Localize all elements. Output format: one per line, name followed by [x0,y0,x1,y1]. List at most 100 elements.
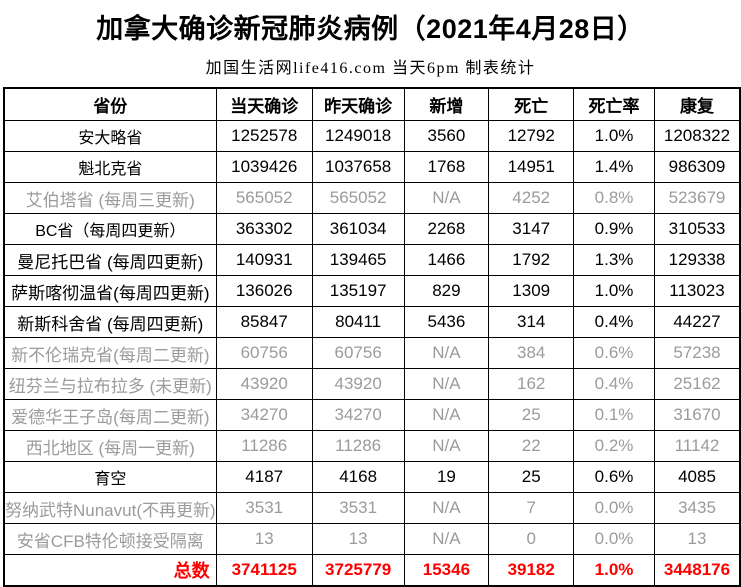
death-rate-cell: 0.4% [573,368,655,400]
today-cell: 1252578 [215,120,313,152]
death-rate-cell: 0.2% [573,430,655,462]
recovered-cell: 113023 [653,275,741,307]
yesterday-cell: 11286 [311,430,405,462]
province-cell: BC省（每周四更新） [3,213,217,245]
col-header-new-cases: 新增 [403,87,490,121]
today-cell: 85847 [215,306,313,338]
col-header-today: 当天确诊 [215,87,313,121]
table-row: 艾伯塔省 (每周三更新) 565052 565052 N/A 4252 0.8%… [3,182,741,214]
deaths-cell: 1309 [488,275,575,307]
total-row: 总数 3741125 3725779 15346 39182 1.0% 3448… [3,554,741,587]
province-cell: 安大略省 [3,120,217,152]
total-new-cases-cell: 15346 [403,554,490,587]
today-cell: 11286 [215,430,313,462]
table-row: 曼尼托巴省 (每周四更新) 140931 139465 1466 1792 1.… [3,244,741,276]
death-rate-cell: 0.8% [573,182,655,214]
today-cell: 136026 [215,275,313,307]
today-cell: 34270 [215,399,313,431]
recovered-cell: 310533 [653,213,741,245]
death-rate-cell: 0.9% [573,213,655,245]
deaths-cell: 314 [488,306,575,338]
recovered-cell: 25162 [653,368,741,400]
new-cases-cell: 3560 [403,120,490,152]
deaths-cell: 14951 [488,151,575,183]
today-cell: 43920 [215,368,313,400]
new-cases-cell: N/A [403,337,490,369]
col-header-recovered: 康复 [653,87,741,121]
today-cell: 3531 [215,492,313,524]
deaths-cell: 25 [488,399,575,431]
death-rate-cell: 0.6% [573,337,655,369]
province-cell: 魁北克省 [3,151,217,183]
total-label-cell: 总数 [3,554,217,587]
yesterday-cell: 80411 [311,306,405,338]
death-rate-cell: 0.1% [573,399,655,431]
total-recovered-cell: 3448176 [653,554,741,587]
total-yesterday-cell: 3725779 [311,554,405,587]
total-today-cell: 3741125 [215,554,313,587]
today-cell: 1039426 [215,151,313,183]
table-row: 萨斯喀彻温省(每周四更新) 136026 135197 829 1309 1.0… [3,275,741,307]
yesterday-cell: 3531 [311,492,405,524]
deaths-cell: 12792 [488,120,575,152]
yesterday-cell: 139465 [311,244,405,276]
death-rate-cell: 1.4% [573,151,655,183]
deaths-cell: 0 [488,523,575,555]
province-cell: 育空 [3,461,217,493]
table-row: 安大略省 1252578 1249018 3560 12792 1.0% 120… [3,120,741,152]
table-row: 新斯科舍省 (每周四更新) 85847 80411 5436 314 0.4% … [3,306,741,338]
recovered-cell: 57238 [653,337,741,369]
yesterday-cell: 43920 [311,368,405,400]
today-cell: 4187 [215,461,313,493]
recovered-cell: 11142 [653,430,741,462]
recovered-cell: 986309 [653,151,741,183]
page: 加拿大确诊新冠肺炎病例（2021年4月28日） 加国生活网life416.com… [3,14,741,587]
deaths-cell: 25 [488,461,575,493]
deaths-cell: 4252 [488,182,575,214]
table-row: 安省CFB特伦顿接受隔离 13 13 N/A 0 0.0% 13 [3,523,741,555]
death-rate-cell: 1.0% [573,275,655,307]
deaths-cell: 162 [488,368,575,400]
table-row: 爱德华王子岛(每周二更新) 34270 34270 N/A 25 0.1% 31… [3,399,741,431]
yesterday-cell: 34270 [311,399,405,431]
new-cases-cell: 1768 [403,151,490,183]
new-cases-cell: 19 [403,461,490,493]
header-row: 省份 当天确诊 昨天确诊 新增 死亡 死亡率 康复 [3,87,741,121]
province-cell: 曼尼托巴省 (每周四更新) [3,244,217,276]
recovered-cell: 13 [653,523,741,555]
today-cell: 13 [215,523,313,555]
covid-stats-table: 省份 当天确诊 昨天确诊 新增 死亡 死亡率 康复 安大略省 1252578 1… [3,87,741,587]
recovered-cell: 523679 [653,182,741,214]
new-cases-cell: 5436 [403,306,490,338]
yesterday-cell: 135197 [311,275,405,307]
death-rate-cell: 0.4% [573,306,655,338]
col-header-province: 省份 [3,87,217,121]
table-row: 西北地区 (每周一更新) 11286 11286 N/A 22 0.2% 111… [3,430,741,462]
yesterday-cell: 60756 [311,337,405,369]
recovered-cell: 44227 [653,306,741,338]
today-cell: 60756 [215,337,313,369]
province-cell: 努纳武特Nunavut(不再更新) [3,492,217,524]
yesterday-cell: 1249018 [311,120,405,152]
province-cell: 纽芬兰与拉布拉多 (未更新) [3,368,217,400]
table-row: 努纳武特Nunavut(不再更新) 3531 3531 N/A 7 0.0% 3… [3,492,741,524]
province-cell: 爱德华王子岛(每周二更新) [3,399,217,431]
death-rate-cell: 0.0% [573,523,655,555]
new-cases-cell: N/A [403,399,490,431]
death-rate-cell: 0.0% [573,492,655,524]
new-cases-cell: N/A [403,492,490,524]
yesterday-cell: 4168 [311,461,405,493]
page-title: 加拿大确诊新冠肺炎病例（2021年4月28日） [96,14,645,44]
col-header-yesterday: 昨天确诊 [311,87,405,121]
col-header-deaths: 死亡 [488,87,575,121]
death-rate-cell: 1.3% [573,244,655,276]
death-rate-cell: 1.0% [573,120,655,152]
province-cell: 新不伦瑞克省(每周二更新) [3,337,217,369]
new-cases-cell: 1466 [403,244,490,276]
province-cell: 萨斯喀彻温省(每周四更新) [3,275,217,307]
page-subtitle: 加国生活网life416.com 当天6pm 制表统计 [205,60,536,77]
recovered-cell: 3435 [653,492,741,524]
yesterday-cell: 361034 [311,213,405,245]
col-header-death-rate: 死亡率 [573,87,655,121]
total-death-rate-cell: 1.0% [573,554,655,587]
